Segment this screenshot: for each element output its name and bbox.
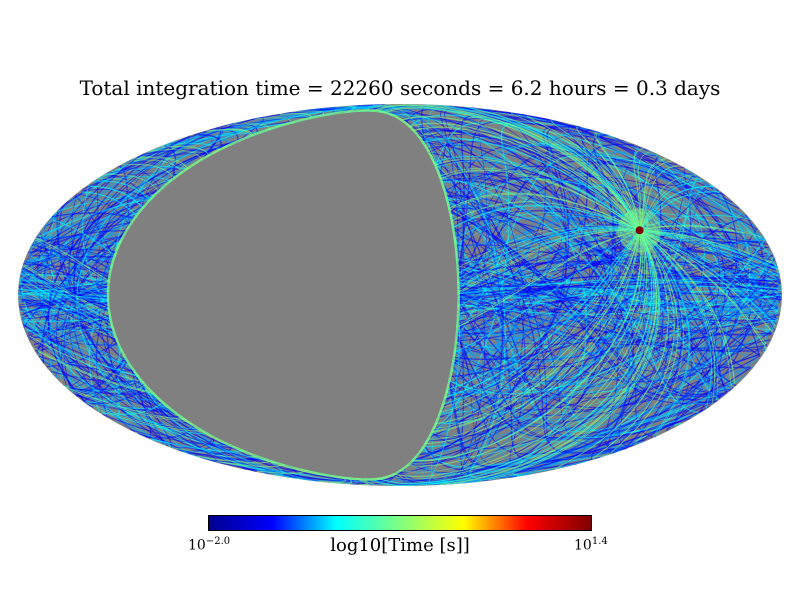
chart-title: Total integration time = 22260 seconds =… [79,76,721,100]
hotspot-layer [617,208,662,253]
hotspot-core [635,226,644,235]
colorbar [208,515,592,531]
colorbar-title: log10[Time [s]] [330,535,470,556]
